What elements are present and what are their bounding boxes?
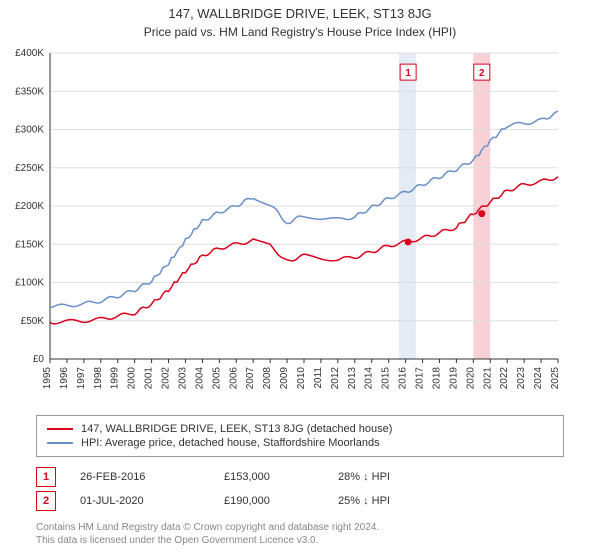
event-price-1: £153,000 [224, 471, 314, 483]
svg-text:2025: 2025 [550, 367, 561, 390]
svg-text:2004: 2004 [194, 367, 205, 390]
svg-text:2018: 2018 [431, 367, 442, 390]
svg-text:2: 2 [479, 68, 485, 79]
svg-text:£0: £0 [33, 354, 45, 365]
svg-text:2001: 2001 [144, 367, 155, 390]
svg-text:2021: 2021 [482, 367, 493, 390]
footer: Contains HM Land Registry data © Crown c… [36, 521, 564, 547]
legend-label-hpi: HPI: Average price, detached house, Staf… [81, 437, 380, 449]
svg-text:2024: 2024 [533, 367, 544, 390]
svg-text:2012: 2012 [330, 367, 341, 390]
svg-text:2000: 2000 [127, 367, 138, 390]
svg-text:1998: 1998 [93, 367, 104, 390]
page-title: 147, WALLBRIDGE DRIVE, LEEK, ST13 8JG [0, 0, 600, 21]
event-row-2: 2 01-JUL-2020 £190,000 25% ↓ HPI [36, 489, 564, 513]
chart-svg: £0 £50K £100K £150K £200K £250K £300K £350K £400… [8, 47, 568, 407]
event-badge-2: 2 [36, 491, 56, 511]
svg-text:£350K: £350K [15, 86, 44, 97]
svg-text:£400K: £400K [15, 48, 44, 59]
svg-text:£50K: £50K [21, 316, 45, 327]
svg-text:1999: 1999 [110, 367, 121, 390]
svg-text:2017: 2017 [415, 367, 426, 390]
svg-text:2020: 2020 [465, 367, 476, 390]
svg-text:£200K: £200K [15, 201, 44, 212]
svg-text:2019: 2019 [448, 367, 459, 390]
svg-text:£300K: £300K [15, 125, 44, 136]
legend-label-property: 147, WALLBRIDGE DRIVE, LEEK, ST13 8JG (d… [81, 423, 392, 435]
footer-line-2: This data is licensed under the Open Gov… [36, 534, 564, 547]
svg-text:1: 1 [405, 68, 411, 79]
svg-text:2023: 2023 [516, 367, 527, 390]
svg-text:1996: 1996 [59, 367, 70, 390]
event-list: 1 26-FEB-2016 £153,000 28% ↓ HPI 2 01-JU… [36, 465, 564, 513]
event-price-2: £190,000 [224, 495, 314, 507]
footer-line-1: Contains HM Land Registry data © Crown c… [36, 521, 564, 534]
event-row-1: 1 26-FEB-2016 £153,000 28% ↓ HPI [36, 465, 564, 489]
svg-text:2002: 2002 [161, 367, 172, 390]
svg-text:2009: 2009 [279, 367, 290, 390]
page-subtitle: Price paid vs. HM Land Registry's House … [0, 21, 600, 47]
event-date-2: 01-JUL-2020 [80, 495, 200, 507]
event-badge-1: 1 [36, 467, 56, 487]
legend-swatch-hpi [47, 442, 73, 444]
svg-text:£250K: £250K [15, 163, 44, 174]
svg-text:2003: 2003 [177, 367, 188, 390]
svg-text:2008: 2008 [262, 367, 273, 390]
price-chart: £0 £50K £100K £150K £200K £250K £300K £350K £400… [8, 47, 568, 407]
svg-text:2016: 2016 [398, 367, 409, 390]
svg-text:1997: 1997 [76, 367, 87, 390]
svg-text:2022: 2022 [499, 367, 510, 390]
svg-text:£100K: £100K [15, 278, 44, 289]
svg-text:2005: 2005 [211, 367, 222, 390]
legend-box: 147, WALLBRIDGE DRIVE, LEEK, ST13 8JG (d… [36, 415, 564, 457]
legend-item-property: 147, WALLBRIDGE DRIVE, LEEK, ST13 8JG (d… [47, 422, 553, 436]
svg-text:2015: 2015 [381, 367, 392, 390]
event-delta-2: 25% ↓ HPI [338, 495, 428, 507]
event-date-1: 26-FEB-2016 [80, 471, 200, 483]
svg-text:1995: 1995 [42, 367, 53, 390]
svg-text:2006: 2006 [228, 367, 239, 390]
svg-text:£150K: £150K [15, 239, 44, 250]
svg-text:2007: 2007 [245, 367, 256, 390]
svg-text:2010: 2010 [296, 367, 307, 390]
event-delta-1: 28% ↓ HPI [338, 471, 428, 483]
svg-text:2014: 2014 [364, 367, 375, 390]
legend-item-hpi: HPI: Average price, detached house, Staf… [47, 436, 553, 450]
svg-text:2011: 2011 [313, 367, 324, 389]
svg-text:2013: 2013 [347, 367, 358, 390]
legend-swatch-property [47, 428, 73, 430]
